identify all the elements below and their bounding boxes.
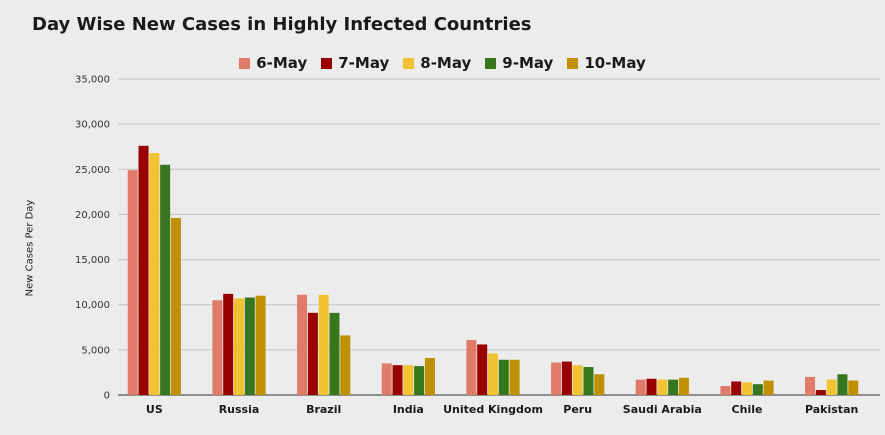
y-tick-label: 15,000: [75, 255, 110, 266]
chart-title: Day Wise New Cases in Highly Infected Co…: [32, 14, 532, 35]
bar: [805, 376, 816, 395]
bar: [594, 374, 605, 395]
bar: [752, 384, 763, 395]
y-tick-label: 0: [104, 391, 110, 402]
legend-label: 10-May: [584, 54, 646, 72]
bar: [477, 344, 488, 395]
bar: [414, 366, 425, 395]
x-tick-label: Saudi Arabia: [623, 403, 702, 416]
y-tick-label: 20,000: [75, 210, 110, 221]
bar: [731, 381, 742, 395]
bar: [340, 335, 351, 395]
bar: [561, 361, 572, 395]
x-tick-label: Chile: [732, 403, 763, 416]
bar: [826, 379, 837, 395]
legend-swatch: [567, 57, 579, 69]
bar: [720, 385, 731, 395]
bar: [668, 379, 679, 395]
bar: [170, 218, 181, 395]
bar: [424, 357, 435, 395]
x-tick-label: Pakistan: [805, 403, 858, 416]
bar: [160, 164, 171, 395]
bar: [403, 365, 414, 395]
bar: [572, 365, 583, 395]
legend-swatch: [321, 57, 333, 69]
bar: [678, 377, 689, 395]
legend-item: 8-May: [403, 54, 471, 72]
x-tick-label: India: [393, 403, 424, 416]
y-tick-label: 10,000: [75, 300, 110, 311]
legend-swatch: [485, 57, 497, 69]
y-tick-label: 30,000: [75, 120, 110, 131]
bar: [763, 380, 774, 395]
y-tick-label: 25,000: [75, 165, 110, 176]
x-tick-label: Peru: [563, 403, 592, 416]
bar: [646, 378, 657, 395]
y-tick-label: 35,000: [75, 75, 110, 86]
legend-swatch: [239, 57, 251, 69]
x-tick-label: Brazil: [306, 403, 341, 416]
bar: [815, 390, 826, 395]
bar: [127, 170, 138, 395]
bar: [742, 382, 752, 395]
bar: [551, 362, 562, 395]
bar: [234, 298, 244, 395]
legend-label: 8-May: [420, 54, 472, 72]
bar: [307, 312, 318, 395]
bar: [498, 359, 509, 395]
bar: [466, 339, 477, 395]
bar: [297, 294, 308, 395]
legend-label: 6-May: [256, 54, 308, 72]
legend-item: 9-May: [485, 54, 553, 72]
bar: [138, 145, 149, 395]
legend-item: 10-May: [567, 54, 646, 72]
x-tick-label: United Kingdom: [443, 403, 543, 416]
bar: [318, 294, 329, 395]
legend-label: 7-May: [338, 54, 390, 72]
legend: 6-May 7-May 8-May 9-May 10-May: [0, 54, 885, 72]
legend-item: 7-May: [321, 54, 389, 72]
legend-swatch: [403, 57, 415, 69]
bar: [212, 300, 223, 395]
bar: [329, 312, 340, 395]
bar: [223, 293, 234, 395]
legend-item: 6-May: [239, 54, 307, 72]
bar: [381, 363, 392, 395]
legend-label: 9-May: [502, 54, 554, 72]
bar: [837, 374, 848, 395]
bar: [392, 365, 403, 395]
x-tick-label: Russia: [219, 403, 260, 416]
bar: [509, 359, 520, 395]
bar: [657, 379, 668, 395]
bar: [635, 379, 646, 395]
y-tick-label: 5,000: [81, 345, 110, 356]
bar: [149, 153, 160, 395]
bar: [583, 367, 594, 395]
bar: [244, 297, 255, 395]
bar: [255, 295, 266, 395]
bar: [488, 353, 498, 395]
bar: [848, 380, 859, 395]
x-tick-label: US: [146, 403, 163, 416]
